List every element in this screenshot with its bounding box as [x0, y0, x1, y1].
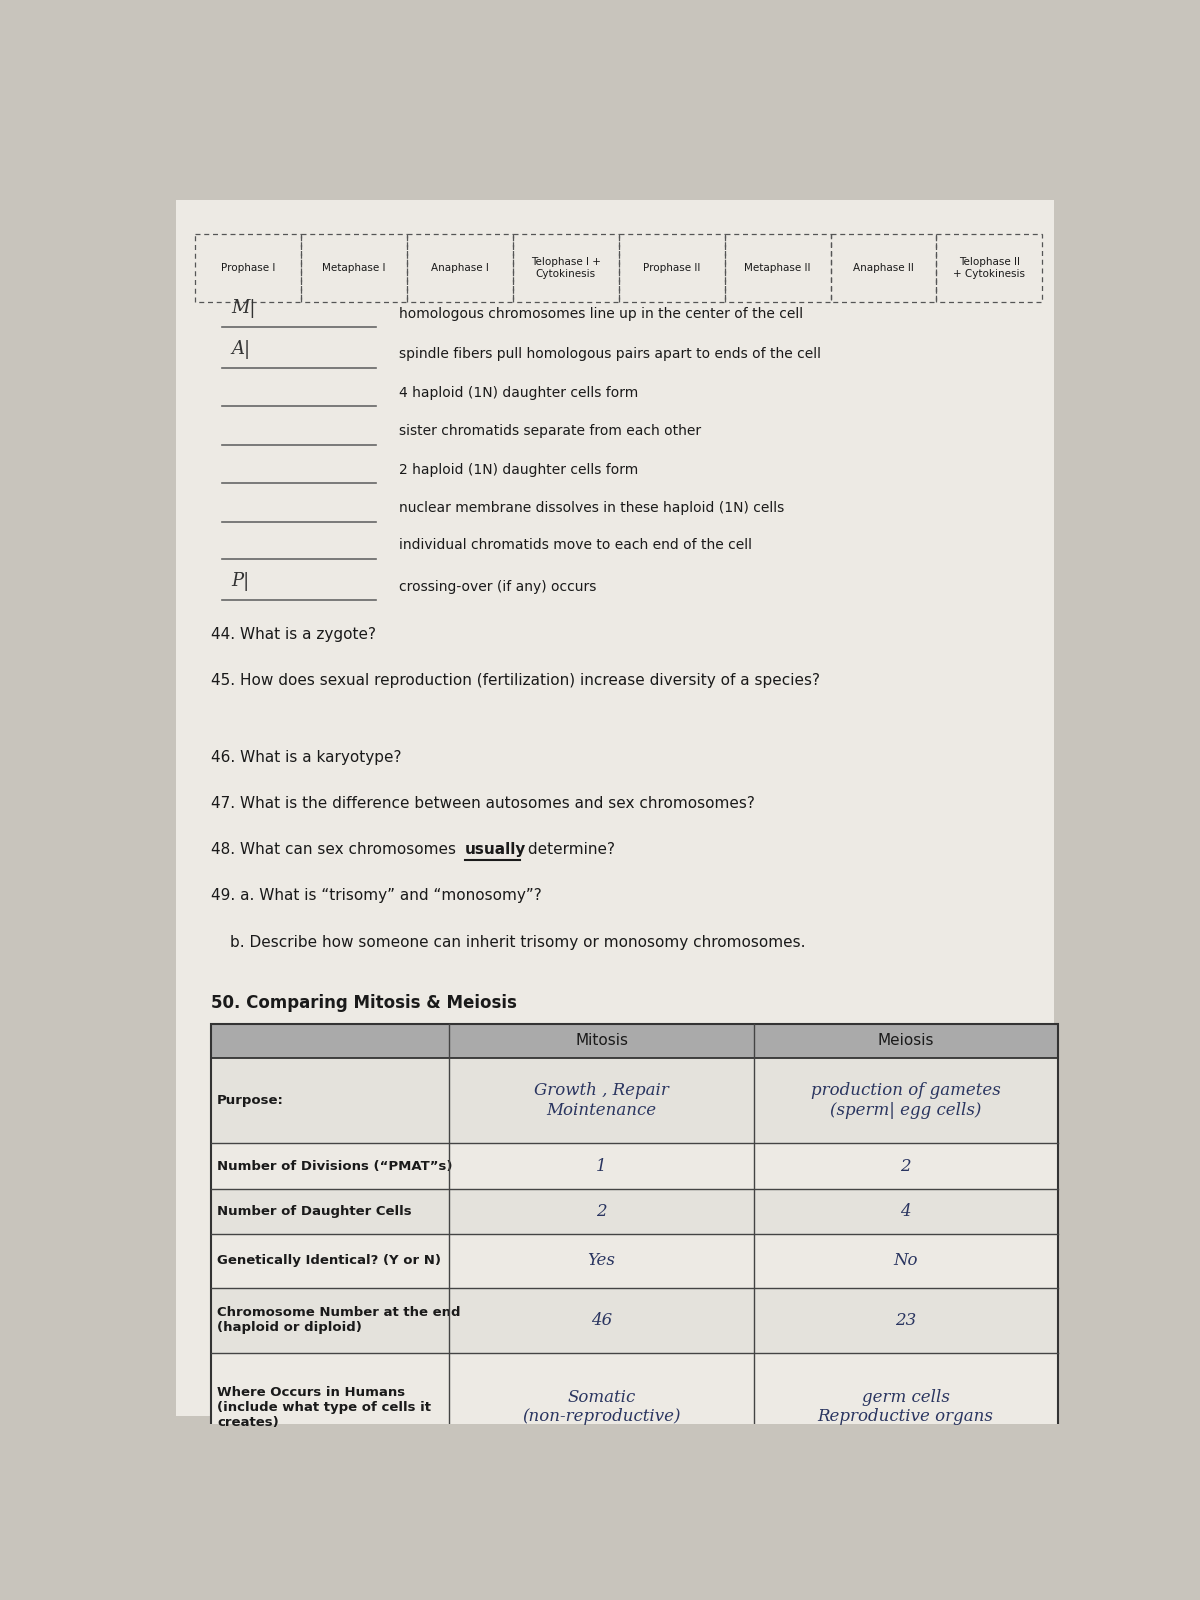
- Text: germ cells
Reproductive organs: germ cells Reproductive organs: [817, 1389, 994, 1426]
- Text: b. Describe how someone can inherit trisomy or monosomy chromosomes.: b. Describe how someone can inherit tris…: [230, 934, 805, 950]
- Bar: [211, 1288, 1057, 1354]
- Bar: [830, 234, 936, 302]
- Text: nuclear membrane dissolves in these haploid (1N) cells: nuclear membrane dissolves in these hapl…: [400, 501, 785, 515]
- Bar: [407, 234, 512, 302]
- Text: 46: 46: [590, 1312, 612, 1330]
- Text: No: No: [894, 1253, 918, 1269]
- Text: sister chromatids separate from each other: sister chromatids separate from each oth…: [400, 424, 702, 438]
- Bar: [211, 1058, 1057, 1142]
- Text: Growth , Repair
Mointenance: Growth , Repair Mointenance: [534, 1082, 668, 1118]
- Bar: [211, 1142, 1057, 1189]
- Text: A|: A|: [232, 339, 251, 358]
- Text: Prophase I: Prophase I: [221, 264, 276, 274]
- Text: Metaphase II: Metaphase II: [744, 264, 811, 274]
- Bar: [211, 1234, 1057, 1288]
- Text: 48. What can sex chromosomes: 48. What can sex chromosomes: [211, 842, 461, 858]
- Text: Meiosis: Meiosis: [877, 1034, 934, 1048]
- Text: individual chromatids move to each end of the cell: individual chromatids move to each end o…: [400, 538, 752, 552]
- Text: Purpose:: Purpose:: [217, 1094, 283, 1107]
- Bar: [512, 234, 619, 302]
- Bar: [196, 234, 301, 302]
- Text: 46. What is a karyotype?: 46. What is a karyotype?: [211, 750, 401, 765]
- Bar: [211, 1354, 1057, 1461]
- Text: M|: M|: [232, 299, 256, 318]
- Bar: [725, 234, 830, 302]
- Bar: [211, 1024, 1057, 1058]
- Text: 2: 2: [900, 1157, 911, 1174]
- Text: 49. a. What is “trisomy” and “monosomy”?: 49. a. What is “trisomy” and “monosomy”?: [211, 888, 541, 904]
- Bar: [211, 1189, 1057, 1234]
- Text: 2: 2: [596, 1203, 607, 1219]
- Bar: [301, 234, 407, 302]
- Text: Number of Daughter Cells: Number of Daughter Cells: [217, 1205, 412, 1218]
- Text: 4 haploid (1N) daughter cells form: 4 haploid (1N) daughter cells form: [400, 386, 638, 400]
- Text: 2 haploid (1N) daughter cells form: 2 haploid (1N) daughter cells form: [400, 462, 638, 477]
- Text: crossing-over (if any) occurs: crossing-over (if any) occurs: [400, 579, 596, 594]
- Text: Mitosis: Mitosis: [575, 1034, 628, 1048]
- Text: Chromosome Number at the end
(haploid or diploid): Chromosome Number at the end (haploid or…: [217, 1307, 461, 1334]
- Text: usually: usually: [464, 842, 527, 858]
- Text: 1: 1: [596, 1157, 607, 1174]
- Text: 23: 23: [895, 1312, 917, 1330]
- Text: spindle fibers pull homologous pairs apart to ends of the cell: spindle fibers pull homologous pairs apa…: [400, 347, 821, 362]
- Bar: [619, 234, 725, 302]
- Text: determine?: determine?: [523, 842, 616, 858]
- Bar: [211, 1024, 1057, 1461]
- Text: 47. What is the difference between autosomes and sex chromosomes?: 47. What is the difference between autos…: [211, 795, 755, 811]
- Text: Yes: Yes: [588, 1253, 616, 1269]
- Text: Genetically Identical? (Y or N): Genetically Identical? (Y or N): [217, 1254, 440, 1267]
- Text: 45. How does sexual reproduction (fertilization) increase diversity of a species: 45. How does sexual reproduction (fertil…: [211, 672, 820, 688]
- Text: Anaphase II: Anaphase II: [853, 264, 914, 274]
- Text: homologous chromosomes line up in the center of the cell: homologous chromosomes line up in the ce…: [400, 307, 804, 320]
- Text: 4: 4: [900, 1203, 911, 1219]
- Text: Number of Divisions (“PMAT”s): Number of Divisions (“PMAT”s): [217, 1160, 452, 1173]
- Text: Anaphase I: Anaphase I: [431, 264, 488, 274]
- Text: Telophase I +
Cytokinesis: Telophase I + Cytokinesis: [530, 258, 601, 278]
- Text: production of gametes
(sperm| egg cells): production of gametes (sperm| egg cells): [811, 1082, 1001, 1118]
- Text: Somatic
(non-reproductive): Somatic (non-reproductive): [522, 1389, 680, 1426]
- Text: Metaphase I: Metaphase I: [323, 264, 386, 274]
- Text: Where Occurs in Humans
(include what type of cells it
creates): Where Occurs in Humans (include what typ…: [217, 1386, 431, 1429]
- Text: 44. What is a zygote?: 44. What is a zygote?: [211, 627, 376, 642]
- Bar: [936, 234, 1043, 302]
- Text: P|: P|: [232, 573, 250, 592]
- Text: Telophase II
+ Cytokinesis: Telophase II + Cytokinesis: [954, 258, 1026, 278]
- Text: Prophase II: Prophase II: [643, 264, 701, 274]
- Text: 50. Comparing Mitosis & Meiosis: 50. Comparing Mitosis & Meiosis: [211, 994, 517, 1013]
